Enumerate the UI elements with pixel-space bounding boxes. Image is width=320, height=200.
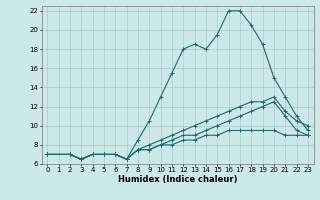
X-axis label: Humidex (Indice chaleur): Humidex (Indice chaleur)	[118, 175, 237, 184]
